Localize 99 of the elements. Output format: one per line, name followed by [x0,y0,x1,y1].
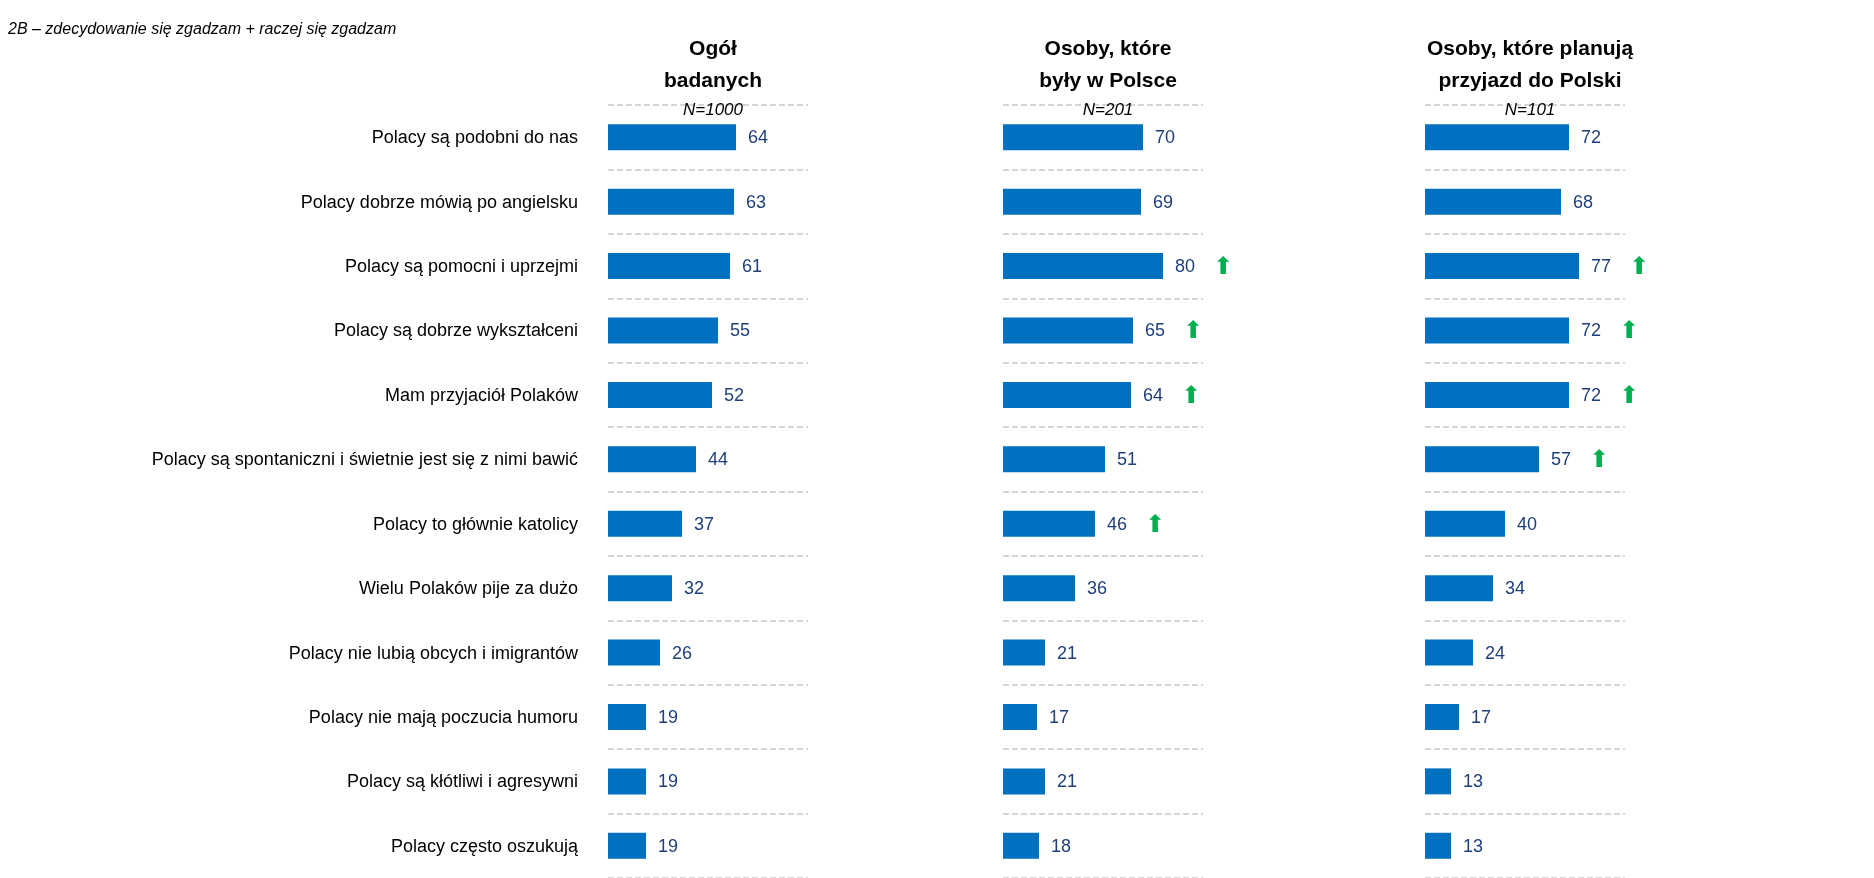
annotation: ⬆ [1619,380,1640,409]
bar [1003,639,1045,666]
bar [608,446,696,473]
data-label: 46 [1107,513,1128,534]
data-label: 24 [1485,642,1506,663]
bar [608,832,646,859]
bar [608,253,730,280]
bar [1425,575,1493,602]
bar [1425,124,1569,151]
bar [608,124,736,151]
chart-title: Ogół badanych [663,35,763,91]
data-label: 70 [1155,127,1176,148]
bar [1003,253,1163,280]
bar [1425,446,1539,473]
annotation: ⬆ [1629,252,1650,281]
bar [1003,381,1131,408]
bar [1003,446,1105,473]
y-tick-label: Mam przyjaciół Polaków [384,384,579,405]
bar [1425,768,1451,795]
chart-subtitle: N=201 [1082,100,1134,119]
annotation: ⬆ [1183,316,1204,345]
data-label: 64 [1143,384,1164,405]
data-label: 40 [1517,513,1538,534]
bar [608,703,646,730]
data-label: 34 [1505,578,1526,599]
data-label: 19 [658,835,679,856]
bar [1003,510,1095,537]
bar [1003,832,1039,859]
bar [1425,832,1451,859]
data-label: 57 [1551,449,1572,470]
text: 2B – zdecydowanie się zgadzam + raczej się zgadzam [7,19,397,37]
annotation: ⬆ [1619,316,1640,345]
y-tick-label: Polacy nie lubią obcych i imigrantów [288,642,579,663]
bar [1003,124,1143,151]
y-tick-label: Polacy są podobni do nas [371,127,578,148]
bar [608,768,646,795]
data-label: 21 [1057,771,1078,792]
y-tick-label: Polacy często oszukują [390,835,579,856]
data-label: 72 [1581,320,1602,341]
data-label: 26 [672,642,693,663]
bar [1425,703,1459,730]
bar [608,381,712,408]
bar [1425,253,1579,280]
chart-title: Osoby, które były w Polsce [1039,35,1177,91]
data-label: 44 [708,449,729,470]
data-label: 19 [658,706,679,727]
data-label: 37 [694,513,715,534]
y-tick-label: Polacy są spontaniczni i świetnie jest się z nimi bawić [151,449,578,470]
bar [1425,381,1569,408]
data-label: 18 [1051,835,1072,856]
bar [608,639,660,666]
annotation: ⬆ [1181,380,1202,409]
annotation: ⬆ [1589,445,1610,474]
data-label: 17 [1049,706,1070,727]
bar [1425,317,1569,344]
data-label: 72 [1581,127,1602,148]
data-label: 69 [1153,191,1174,212]
y-tick-label: Polacy to głównie katolicy [372,513,578,534]
data-label: 21 [1057,642,1078,663]
bar [1003,188,1141,215]
data-label: 52 [724,384,745,405]
data-label: 80 [1175,256,1196,277]
data-label: 13 [1463,771,1484,792]
bar [1003,575,1075,602]
bar [1003,768,1045,795]
data-label: 17 [1471,706,1492,727]
y-tick-label: Polacy są pomocni i uprzejmi [344,256,578,277]
data-label: 63 [746,191,767,212]
y-tick-label: Wielu Polaków pije za dużo [358,578,578,599]
data-label: 65 [1145,320,1166,341]
data-label: 51 [1117,449,1138,470]
bar [608,188,734,215]
y-tick-label: Polacy są kłótliwi i agresywni [346,771,578,792]
annotation: ⬆ [1213,252,1234,281]
bar [1003,703,1037,730]
data-label: 77 [1591,256,1612,277]
data-label: 36 [1087,578,1108,599]
bar [608,510,682,537]
bar [1425,639,1473,666]
y-tick-label: Polacy nie mają poczucia humoru [308,706,578,727]
data-label: 32 [684,578,705,599]
annotation: ⬆ [1145,509,1166,538]
data-label: 13 [1463,835,1484,856]
bar [1425,188,1561,215]
data-label: 55 [730,320,751,341]
chart-subtitle: N=1000 [682,100,744,119]
data-label: 72 [1581,384,1602,405]
chart-subtitle: N=101 [1504,100,1556,119]
data-label: 61 [742,256,763,277]
data-label: 19 [658,771,679,792]
data-label: 68 [1573,191,1594,212]
bar [608,317,718,344]
y-tick-label: Polacy są dobrze wykształceni [333,320,578,341]
bar [1425,510,1505,537]
bar [1003,317,1133,344]
data-label: 64 [748,127,769,148]
chart-title: Osoby, które planują przyjazd do Polski [1426,35,1634,91]
bar [608,575,672,602]
y-tick-label: Polacy dobrze mówią po angielsku [300,191,578,212]
